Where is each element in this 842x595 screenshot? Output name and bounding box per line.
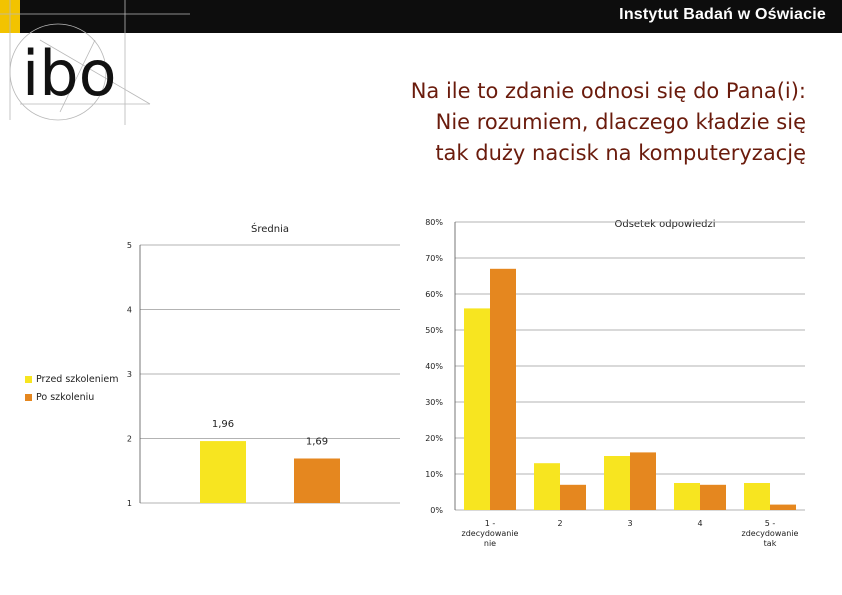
y-tick-label: 30% [425, 398, 443, 407]
title-line-1: Na ile to zdanie odnosi się do Pana(i): [410, 79, 806, 103]
data-label: 1,69 [306, 436, 328, 447]
y-tick-label: 1 [127, 499, 132, 508]
legend-item-after: Po szkoleniu [25, 388, 119, 406]
legend-item-before: Przed szkoleniem [25, 370, 119, 388]
bar-after [490, 268, 516, 510]
logo-text: ibo [22, 37, 117, 110]
distribution-chart-title: Odsetek odpowiedzi [614, 219, 715, 230]
y-tick-label: 2 [127, 435, 132, 444]
bar-after [700, 484, 726, 510]
bar-before [534, 463, 560, 510]
y-tick-label: 5 [127, 241, 132, 250]
y-tick-label: 20% [425, 434, 443, 443]
bar-before [674, 483, 700, 510]
y-tick-label: 4 [127, 306, 132, 315]
x-tick-label: 2 [557, 519, 562, 528]
title-line-2: Nie rozumiem, dlaczego kładzie się [435, 110, 806, 134]
x-tick-label: 4 [697, 519, 702, 528]
bar-after [560, 484, 586, 510]
header-bar: Instytut Badań w Oświacie [0, 0, 842, 33]
legend-swatch-before [25, 375, 32, 383]
ibo-logo: ibo [0, 0, 190, 125]
legend-label-before: Przed szkoleniem [36, 373, 119, 385]
institute-name: Instytut Badań w Oświacie [619, 6, 826, 23]
x-tick-label: 3 [627, 519, 632, 528]
data-label: 1,96 [212, 419, 234, 430]
y-tick-label: 10% [425, 470, 443, 479]
bar-after [294, 458, 340, 503]
x-tick-label: 1 -zdecydowanie nie [462, 519, 519, 548]
bar-after [770, 504, 796, 510]
distribution-chart: Odsetek odpowiedzi 0% 10% 20% 30% 40% 50% 60% 70… [425, 218, 805, 548]
slide-title: Na ile to zdanie odnosi się do Pana(i): … [246, 76, 806, 169]
y-tick-label: 3 [127, 370, 132, 379]
mean-chart-title: Średnia [251, 222, 289, 235]
y-tick-label: 80% [425, 218, 443, 227]
legend-label-after: Po szkoleniu [36, 391, 95, 403]
bar-after [630, 452, 656, 510]
y-tick-label: 60% [425, 290, 443, 299]
bar-before [464, 308, 490, 510]
y-tick-label: 70% [425, 254, 443, 263]
title-line-3: tak duży nacisk na komputeryzację [435, 141, 806, 165]
legend-swatch-after [25, 393, 32, 401]
x-tick-label: 5 -zdecydowanie tak [742, 519, 799, 548]
y-tick-label: 40% [425, 362, 443, 371]
y-tick-label: 0% [430, 506, 443, 515]
chart-legend: Przed szkoleniem Po szkoleniu [25, 370, 119, 406]
bar-before [604, 456, 630, 510]
bar-before [744, 483, 770, 510]
bar-before [200, 441, 246, 503]
mean-chart: Średnia 1 2 3 4 5 1,96 1,69 [127, 222, 400, 508]
y-tick-label: 50% [425, 326, 443, 335]
